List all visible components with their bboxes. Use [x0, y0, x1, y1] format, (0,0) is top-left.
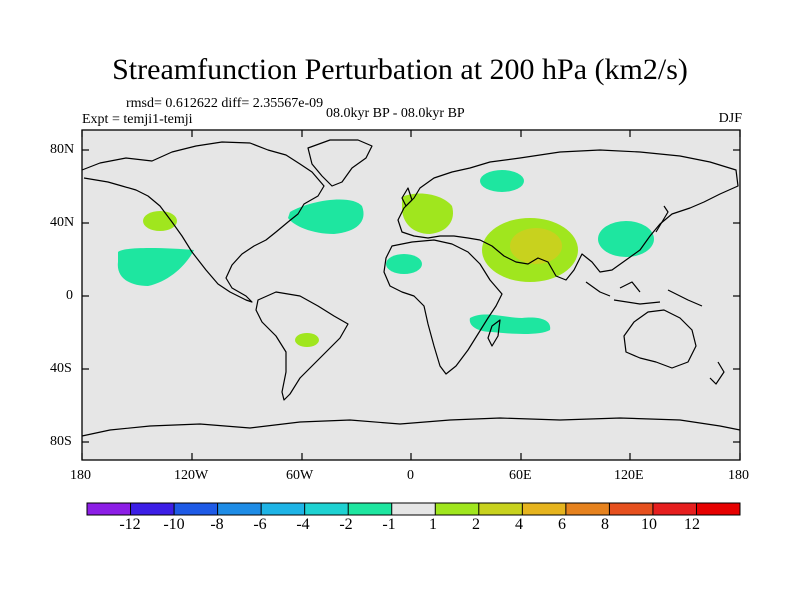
region-north-pacific-negative — [117, 248, 194, 286]
colorbar-label: -6 — [253, 516, 267, 533]
coastline-greenland — [307, 139, 373, 187]
colorbar-swatch — [609, 503, 654, 515]
stats-text: rmsd= 0.612622 diff= 2.35567e-09 — [126, 96, 324, 111]
x-tick-label: 0 — [407, 468, 414, 483]
colorbar-swatch — [87, 503, 131, 515]
colorbar-swatch — [522, 503, 567, 515]
colorbar-label: 12 — [684, 516, 700, 533]
coastline-madagascar — [487, 319, 501, 347]
region-north-atlantic-negative — [288, 199, 364, 234]
y-tick-label: 40N — [50, 215, 75, 230]
region-madagascar-negative — [469, 314, 551, 334]
region-south-america-positive — [295, 333, 319, 347]
y-tick-label: 40S — [50, 361, 72, 376]
colorbar-label: -1 — [382, 516, 396, 533]
x-tick-label: 120W — [174, 468, 209, 483]
coastlines — [81, 139, 741, 437]
coastline-japan — [655, 205, 669, 233]
colorbar-label: -10 — [163, 516, 185, 533]
colorbar-label: 4 — [515, 516, 523, 533]
y-tick-label: 80S — [50, 434, 72, 449]
region-middle-east-core — [510, 228, 562, 264]
coastline-africa — [383, 239, 503, 375]
season-label: DJF — [718, 111, 742, 126]
y-tick-label: 80N — [50, 142, 75, 157]
colorbar-frame — [86, 502, 741, 516]
colorbar-swatch — [478, 503, 523, 515]
colorbar-label: 1 — [429, 516, 437, 533]
coastline-antarctica — [81, 417, 741, 437]
colorbar-swatch — [435, 503, 480, 515]
colorbar-swatch — [261, 503, 305, 515]
period-label: 08.0kyr BP - 08.0kyr BP — [326, 106, 465, 121]
axis-ticks — [81, 130, 741, 460]
colorbar-swatch — [348, 503, 393, 515]
coastline-australia — [623, 309, 697, 369]
x-tick-label: 60W — [286, 468, 314, 483]
coastline-south-america — [255, 291, 349, 401]
region-northeast-pacific-positive — [143, 211, 177, 231]
region-sahara-negative — [386, 254, 422, 274]
colorbar-label: 2 — [472, 516, 480, 533]
x-tick-label: 120E — [614, 468, 644, 483]
region-east-asia-negative — [598, 221, 654, 257]
y-tick-label: 0 — [66, 288, 73, 303]
colorbar-label: -8 — [210, 516, 224, 533]
colorbar-label: 10 — [641, 516, 657, 533]
x-tick-label: 180 — [70, 468, 91, 483]
colorbar-label: -12 — [119, 516, 141, 533]
experiment-label: Expt = temji1-temji — [82, 112, 193, 127]
colorbar-swatch — [565, 503, 610, 515]
coastline-europe-asia — [397, 149, 739, 281]
colorbar — [86, 502, 741, 516]
colorbar-swatch — [652, 503, 697, 515]
chart-title: Streamfunction Perturbation at 200 hPa (… — [112, 53, 688, 86]
region-siberia-negative — [480, 170, 524, 192]
coastline-north-america — [81, 141, 325, 303]
colorbar-label: -2 — [339, 516, 353, 533]
colorbar-swatch — [696, 503, 741, 515]
coastline-new-zealand — [709, 361, 725, 385]
colorbar-label: 8 — [601, 516, 609, 533]
x-tick-label: 60E — [509, 468, 532, 483]
colorbar-label: -4 — [296, 516, 310, 533]
x-tick-label: 180 — [728, 468, 749, 483]
colorbar-swatch — [174, 503, 218, 515]
colorbar-swatch — [391, 503, 436, 515]
colorbar-label: 6 — [558, 516, 566, 533]
coastline-indonesia — [585, 281, 703, 307]
colorbar-swatch — [130, 503, 175, 515]
colorbar-swatch — [217, 503, 262, 515]
region-europe-positive — [402, 193, 454, 234]
perturbation-regions — [117, 170, 654, 347]
colorbar-swatch — [304, 503, 349, 515]
coastline-uk — [401, 187, 413, 207]
